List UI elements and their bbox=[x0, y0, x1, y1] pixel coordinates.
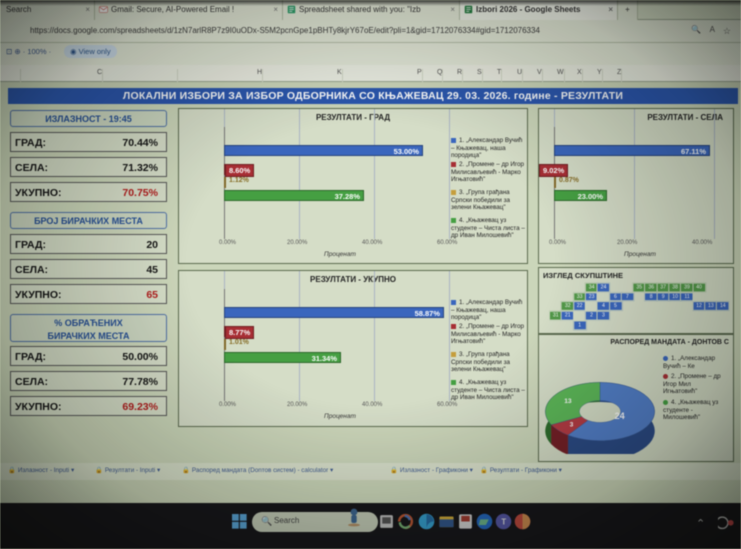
svg-text:T: T bbox=[501, 517, 506, 526]
svg-text:13: 13 bbox=[564, 398, 572, 405]
svg-text:24: 24 bbox=[615, 411, 626, 421]
svg-text:3: 3 bbox=[570, 421, 574, 428]
